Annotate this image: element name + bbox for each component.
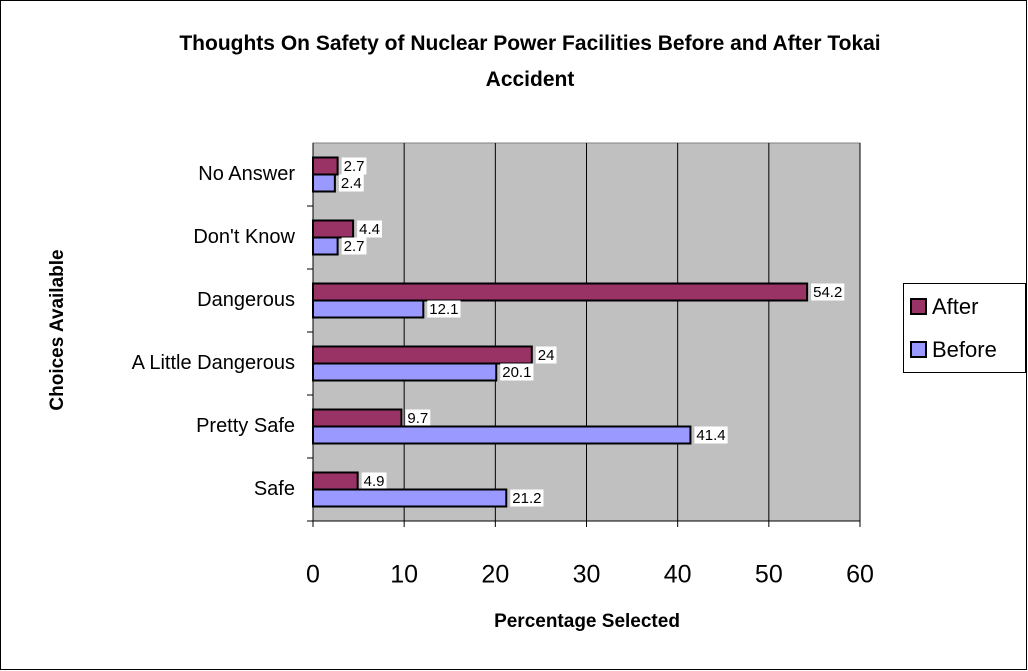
- value-label-bg: [361, 472, 387, 490]
- chart-title: Thoughts On Safety of Nuclear Power Faci…: [179, 32, 881, 91]
- value-label: 9.7: [407, 410, 428, 427]
- bar: [312, 425, 692, 445]
- value-label: 54.2: [813, 284, 842, 301]
- bar: [312, 219, 355, 239]
- legend-swatch: [910, 298, 927, 315]
- legend-label: Before: [932, 337, 997, 362]
- x-tick-label: 30: [573, 561, 601, 589]
- value-label-bg: [341, 157, 367, 175]
- bar: [312, 488, 508, 508]
- value-label: 4.9: [364, 473, 385, 490]
- x-tick-label: 60: [846, 561, 874, 589]
- legend-swatch: [910, 341, 927, 358]
- y-tick-label: Safe: [254, 478, 295, 500]
- y-tick-label: Don't Know: [193, 226, 295, 248]
- value-label: 20.1: [502, 364, 531, 381]
- y-tick-label: No Answer: [198, 163, 295, 185]
- y-tick-label: Dangerous: [197, 289, 295, 311]
- value-label-bg: [357, 220, 382, 238]
- value-label-bg: [811, 283, 845, 301]
- bar: [312, 173, 336, 193]
- x-axis-title: Percentage Selected: [494, 611, 680, 632]
- bar: [312, 299, 425, 319]
- bar: [312, 282, 809, 302]
- value-label-bg: [535, 346, 557, 364]
- x-tick-label: 50: [755, 561, 783, 589]
- legend-label: After: [932, 294, 978, 319]
- value-label: 2.7: [344, 238, 365, 255]
- value-label: 41.4: [696, 427, 725, 444]
- value-label: 2.7: [344, 158, 365, 175]
- y-axis-title: Choices Available: [47, 249, 68, 410]
- value-label-bg: [338, 174, 364, 192]
- x-tick-label: 0: [306, 561, 320, 589]
- value-label-bg: [500, 363, 534, 381]
- value-label: 21.2: [512, 490, 541, 507]
- value-label: 2.4: [341, 175, 362, 192]
- bar: [312, 408, 403, 428]
- bar: [312, 156, 339, 176]
- x-tick-label: 10: [390, 561, 418, 589]
- value-label-bg: [510, 489, 544, 507]
- value-label: 24: [538, 347, 555, 364]
- x-tick-label: 20: [481, 561, 509, 589]
- value-label-bg: [341, 237, 367, 255]
- value-label-bg: [405, 409, 431, 427]
- value-label-bg: [427, 300, 461, 318]
- value-label: 4.4: [359, 221, 380, 238]
- x-tick-label: 40: [664, 561, 692, 589]
- value-label-bg: [694, 426, 728, 444]
- bar: [312, 471, 359, 491]
- bar: [312, 345, 533, 365]
- bar: [312, 236, 339, 256]
- y-tick-label: Pretty Safe: [196, 415, 295, 437]
- value-label: 12.1: [429, 301, 458, 318]
- bar: [312, 362, 498, 382]
- y-tick-label: A Little Dangerous: [132, 352, 295, 374]
